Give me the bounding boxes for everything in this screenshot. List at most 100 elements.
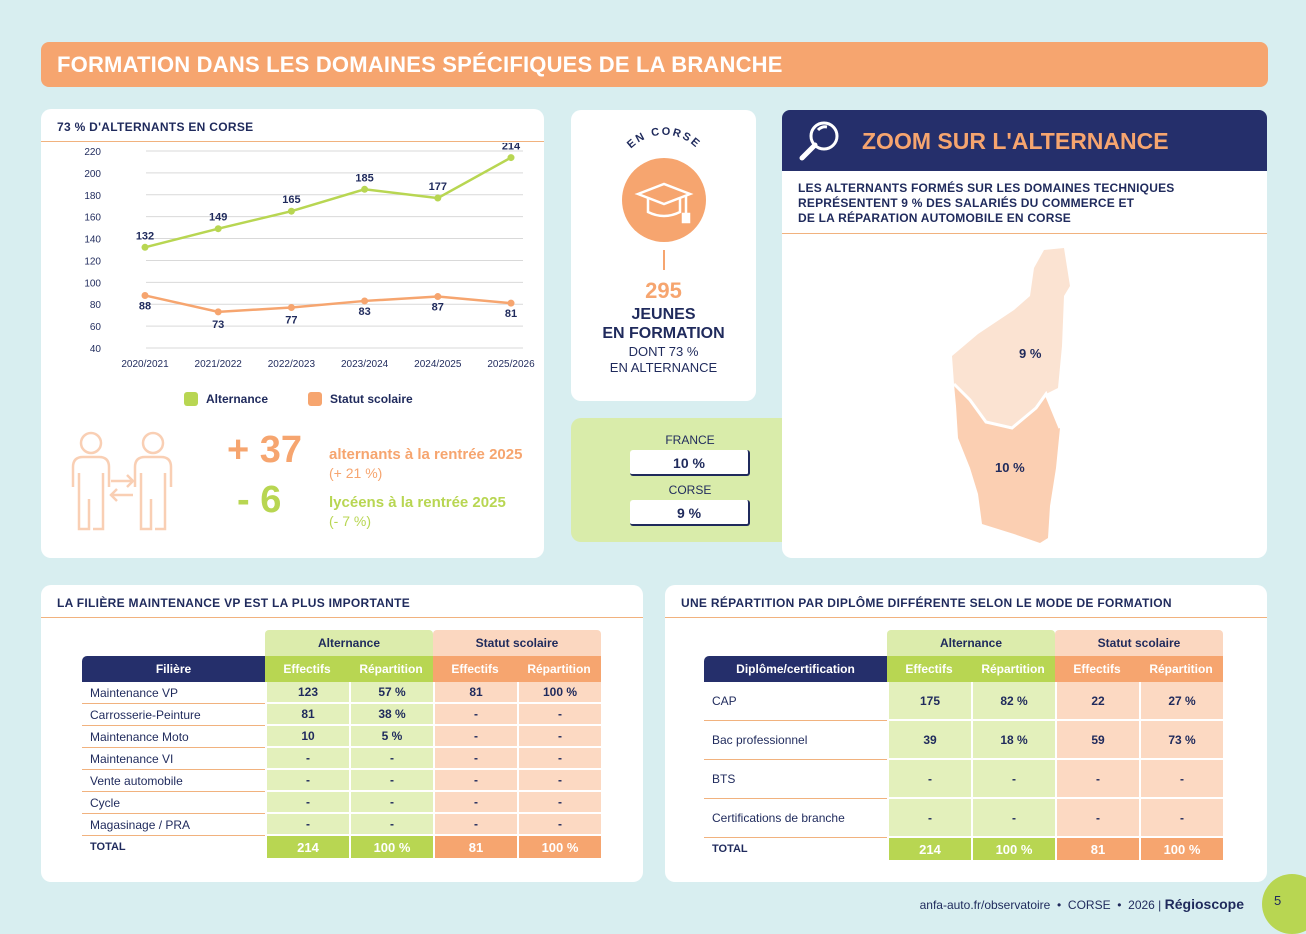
table-cell: 73 %: [1139, 721, 1223, 760]
data-point: [287, 304, 295, 312]
row-label: Maintenance VP: [82, 682, 265, 704]
y-tick-label: 160: [84, 213, 101, 224]
row-label: Bac professionnel: [704, 721, 887, 760]
y-tick-label: 40: [90, 344, 102, 355]
table-row: Certifications de branche - - - -: [704, 799, 1223, 838]
row-label: Vente automobile: [82, 770, 265, 792]
row-label: Cycle: [82, 792, 265, 814]
table-cell: -: [433, 770, 517, 792]
table-cell: 100 %: [517, 682, 601, 704]
x-tick-label: 2023/2024: [341, 359, 389, 370]
table-cell: -: [265, 770, 349, 792]
table-cell: -: [349, 748, 433, 770]
table-cell: 18 %: [971, 721, 1055, 760]
corse-value: 9 %: [630, 500, 750, 526]
magnifier-icon: [799, 121, 839, 161]
data-point: [434, 194, 442, 202]
svg-text:EN CORSE: EN CORSE: [625, 126, 703, 151]
footer-brand: Régioscope: [1164, 896, 1244, 912]
group-alternance: Alternance: [265, 630, 433, 656]
data-point: [361, 185, 369, 193]
footer-year: 2026: [1128, 898, 1155, 912]
table-cell: 57 %: [349, 682, 433, 704]
page-badge: [1262, 874, 1306, 934]
group-scolaire: Statut scolaire: [433, 630, 601, 656]
table-row: CAP 175 82 % 22 27 %: [704, 682, 1223, 721]
table-cell: -: [971, 760, 1055, 799]
group-alternance: Alternance: [887, 630, 1055, 656]
table-cell: -: [517, 770, 601, 792]
row-label: Certifications de branche: [704, 799, 887, 838]
france-label: FRANCE: [665, 433, 715, 447]
divider-line: [663, 250, 665, 270]
data-point: [361, 297, 369, 305]
page-number: 5: [1274, 893, 1282, 908]
data-point: [141, 243, 149, 251]
group-scolaire: Statut scolaire: [1055, 630, 1223, 656]
col-header: Effectifs: [887, 656, 971, 682]
data-label: 177: [429, 181, 447, 193]
row-label: Maintenance Moto: [82, 726, 265, 748]
data-label: 149: [209, 212, 227, 224]
data-label: 214: [502, 143, 521, 153]
total-row: TOTAL 214 100 % 81 100 %: [704, 838, 1223, 860]
total-cell: 100 %: [517, 836, 601, 858]
graduation-cap-icon: [634, 182, 694, 224]
table-row: Cycle - - - -: [82, 792, 601, 814]
total-label: TOTAL: [90, 841, 126, 853]
map-south-value: 10 %: [995, 460, 1025, 475]
table-cell: -: [517, 704, 601, 726]
page-banner: FORMATION DANS LES DOMAINES SPÉCIFIQUES …: [41, 42, 1268, 87]
row-label: CAP: [704, 682, 887, 721]
total-cell: 100 %: [349, 836, 433, 858]
line-chart: 220 200 180 160 140 120 100 80 60 40 2020/2021 2021…: [84, 143, 535, 370]
table-cell: -: [517, 726, 601, 748]
data-label: 165: [282, 194, 300, 206]
table-row: BTS - - - -: [704, 760, 1223, 799]
data-label: 132: [136, 230, 154, 242]
table-cell: -: [433, 814, 517, 836]
table-cell: -: [349, 770, 433, 792]
table-cell: -: [971, 799, 1055, 838]
table-cell: 175: [887, 682, 971, 721]
filiere-table-card: LA FILIÈRE MAINTENANCE VP EST LA PLUS IM…: [41, 585, 643, 882]
data-label: 83: [358, 306, 370, 318]
data-label: 88: [139, 300, 151, 312]
col-header: Effectifs: [1055, 656, 1139, 682]
data-label: 81: [505, 308, 517, 320]
y-tick-label: 80: [90, 300, 102, 311]
total-cell: 100 %: [1139, 838, 1223, 860]
corse-line-alternance: DONT 73 % EN ALTERNANCE: [609, 344, 718, 375]
en-corse-card: EN CORSE 295 JEUNES EN FORMATION DONT 73…: [571, 110, 756, 401]
france-value: 10 %: [630, 450, 750, 476]
row-label: BTS: [704, 760, 887, 799]
stats-block: + 37 alternants à la rentrée 2025 (+ 21 …: [69, 429, 539, 539]
graduation-circle: [622, 158, 706, 242]
table-row: Maintenance Moto 10 5 % - -: [82, 726, 601, 748]
table-cell: 82 %: [971, 682, 1055, 721]
x-tick-label: 2025/2026: [487, 359, 535, 370]
table-cell: 81: [265, 704, 349, 726]
filiere-table: Alternance Statut scolaire Filière Effec…: [82, 630, 601, 858]
chart-title: 73 % D'ALTERNANTS EN CORSE: [41, 109, 544, 142]
table-cell: 39: [887, 721, 971, 760]
data-point: [214, 225, 222, 233]
table-cell: -: [433, 726, 517, 748]
data-point: [141, 291, 149, 299]
zoom-text: LES ALTERNANTS FORMÉS SUR LES DOMAINES T…: [798, 181, 1175, 225]
zoom-card: ZOOM SUR L'ALTERNANCE LES ALTERNANTS FOR…: [782, 110, 1267, 558]
corse-total: 295: [645, 278, 682, 303]
total-row: TOTAL 214 100 % 81 100 %: [82, 836, 601, 858]
total-cell: 81: [433, 836, 517, 858]
row-label: Carrosserie-Peinture: [82, 704, 265, 726]
data-point: [507, 154, 515, 162]
data-point: [287, 207, 295, 215]
map-north-value: 9 %: [1019, 346, 1042, 361]
series-line-alternance: [144, 156, 512, 249]
footer-site[interactable]: anfa-auto.fr/observatoire: [919, 898, 1051, 912]
table-cell: -: [265, 814, 349, 836]
chart-card: 73 % D'ALTERNANTS EN CORSE 220 200 180 160 1…: [41, 109, 544, 558]
filiere-table-title: LA FILIÈRE MAINTENANCE VP EST LA PLUS IM…: [41, 585, 643, 618]
table-cell: 38 %: [349, 704, 433, 726]
table-cell: 123: [265, 682, 349, 704]
